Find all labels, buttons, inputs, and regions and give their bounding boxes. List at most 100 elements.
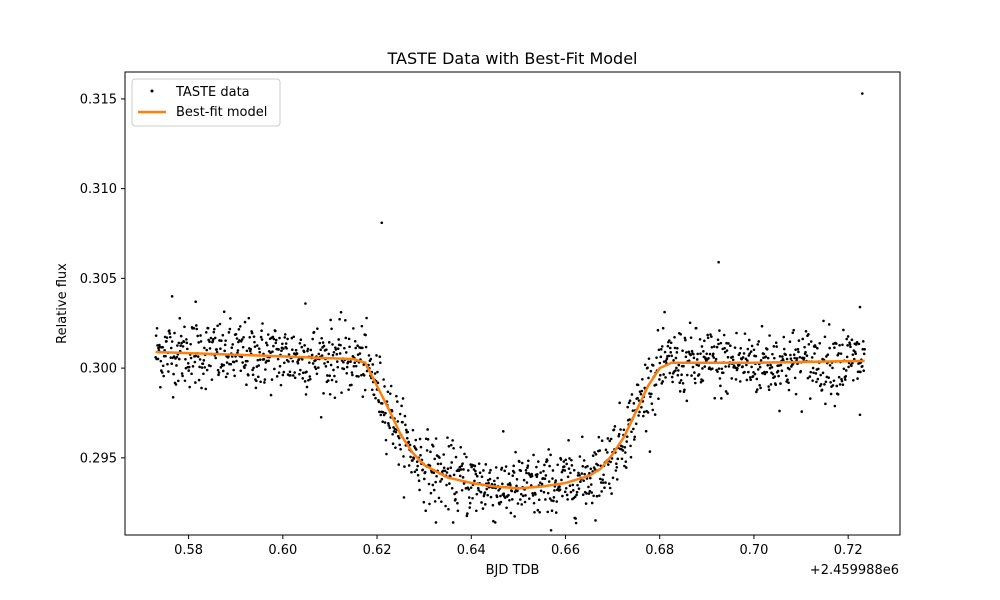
- data-point: [687, 359, 691, 362]
- data-point: [675, 366, 678, 370]
- data-point: [788, 340, 792, 344]
- data-point: [234, 333, 238, 336]
- data-point: [841, 383, 845, 387]
- data-point: [753, 372, 757, 376]
- data-point: [831, 384, 835, 387]
- data-point: [306, 347, 310, 351]
- data-point: [297, 357, 301, 361]
- data-point: [755, 377, 759, 381]
- data-point: [808, 397, 812, 400]
- data-point: [624, 460, 628, 463]
- data-point: [518, 460, 521, 464]
- data-point: [175, 355, 179, 359]
- data-point: [547, 448, 550, 451]
- data-point: [259, 335, 263, 339]
- data-point: [193, 360, 197, 364]
- data-point: [197, 378, 201, 382]
- data-point: [831, 366, 834, 370]
- data-point: [413, 470, 417, 474]
- data-point: [161, 345, 165, 349]
- data-point: [789, 357, 793, 360]
- data-point: [429, 450, 432, 454]
- data-point: [194, 354, 198, 358]
- data-point: [779, 382, 782, 385]
- y-tick-label: 0.310: [80, 182, 117, 197]
- data-point: [378, 410, 381, 414]
- data-point: [287, 360, 290, 363]
- data-point: [539, 471, 542, 474]
- data-point: [548, 497, 552, 500]
- data-point: [533, 510, 536, 514]
- y-tick-label: 0.300: [80, 362, 117, 377]
- data-point: [849, 345, 852, 349]
- data-point: [435, 474, 438, 478]
- data-point: [690, 374, 693, 377]
- data-point: [848, 343, 852, 346]
- data-point: [168, 332, 172, 335]
- data-point: [476, 486, 480, 490]
- data-point: [727, 365, 731, 368]
- data-point: [736, 367, 739, 370]
- data-point: [242, 335, 245, 339]
- data-point: [231, 343, 235, 346]
- data-point: [845, 337, 848, 341]
- data-point: [361, 346, 364, 350]
- data-point: [270, 378, 274, 381]
- data-point: [271, 335, 275, 339]
- data-point: [707, 356, 710, 360]
- data-point: [657, 348, 661, 352]
- data-point: [340, 391, 343, 394]
- data-point: [758, 383, 761, 387]
- data-point: [564, 487, 568, 490]
- data-point: [224, 339, 227, 342]
- data-point: [398, 412, 402, 416]
- data-point: [766, 363, 769, 367]
- data-point: [638, 410, 641, 414]
- data-point: [520, 503, 524, 506]
- data-point: [181, 374, 184, 378]
- data-point: [182, 340, 186, 344]
- data-point: [554, 511, 558, 514]
- data-point: [646, 411, 650, 414]
- data-point: [217, 373, 220, 377]
- data-point: [523, 500, 527, 504]
- data-point: [657, 397, 660, 401]
- data-point: [712, 356, 716, 359]
- data-point: [768, 334, 771, 337]
- data-point: [531, 492, 534, 495]
- data-point: [771, 372, 775, 376]
- data-point: [738, 351, 742, 355]
- data-point: [433, 500, 437, 503]
- data-point: [467, 488, 471, 491]
- data-point: [808, 375, 812, 378]
- data-point: [574, 521, 578, 525]
- data-point: [158, 343, 161, 347]
- data-point: [426, 428, 429, 431]
- data-point: [450, 486, 454, 490]
- data-point: [281, 342, 284, 346]
- data-point: [208, 347, 212, 350]
- data-point: [277, 348, 280, 351]
- data-point: [392, 426, 395, 429]
- data-point: [774, 341, 778, 344]
- data-point: [580, 435, 584, 439]
- data-point: [331, 343, 334, 346]
- data-point: [564, 458, 568, 462]
- data-point: [488, 477, 492, 481]
- data-point: [784, 374, 788, 378]
- data-point: [792, 328, 796, 332]
- data-point: [173, 331, 176, 335]
- data-point: [663, 350, 667, 354]
- x-tick-label: 0.68: [645, 543, 674, 558]
- model-line: [155, 350, 865, 490]
- data-point: [339, 310, 343, 314]
- data-point: [524, 494, 527, 497]
- data-point: [814, 345, 817, 349]
- data-point: [217, 371, 221, 374]
- data-point: [447, 507, 450, 511]
- data-point: [224, 375, 228, 379]
- data-point: [350, 383, 353, 387]
- data-point: [431, 483, 435, 487]
- data-point: [498, 502, 501, 506]
- data-point: [715, 345, 719, 349]
